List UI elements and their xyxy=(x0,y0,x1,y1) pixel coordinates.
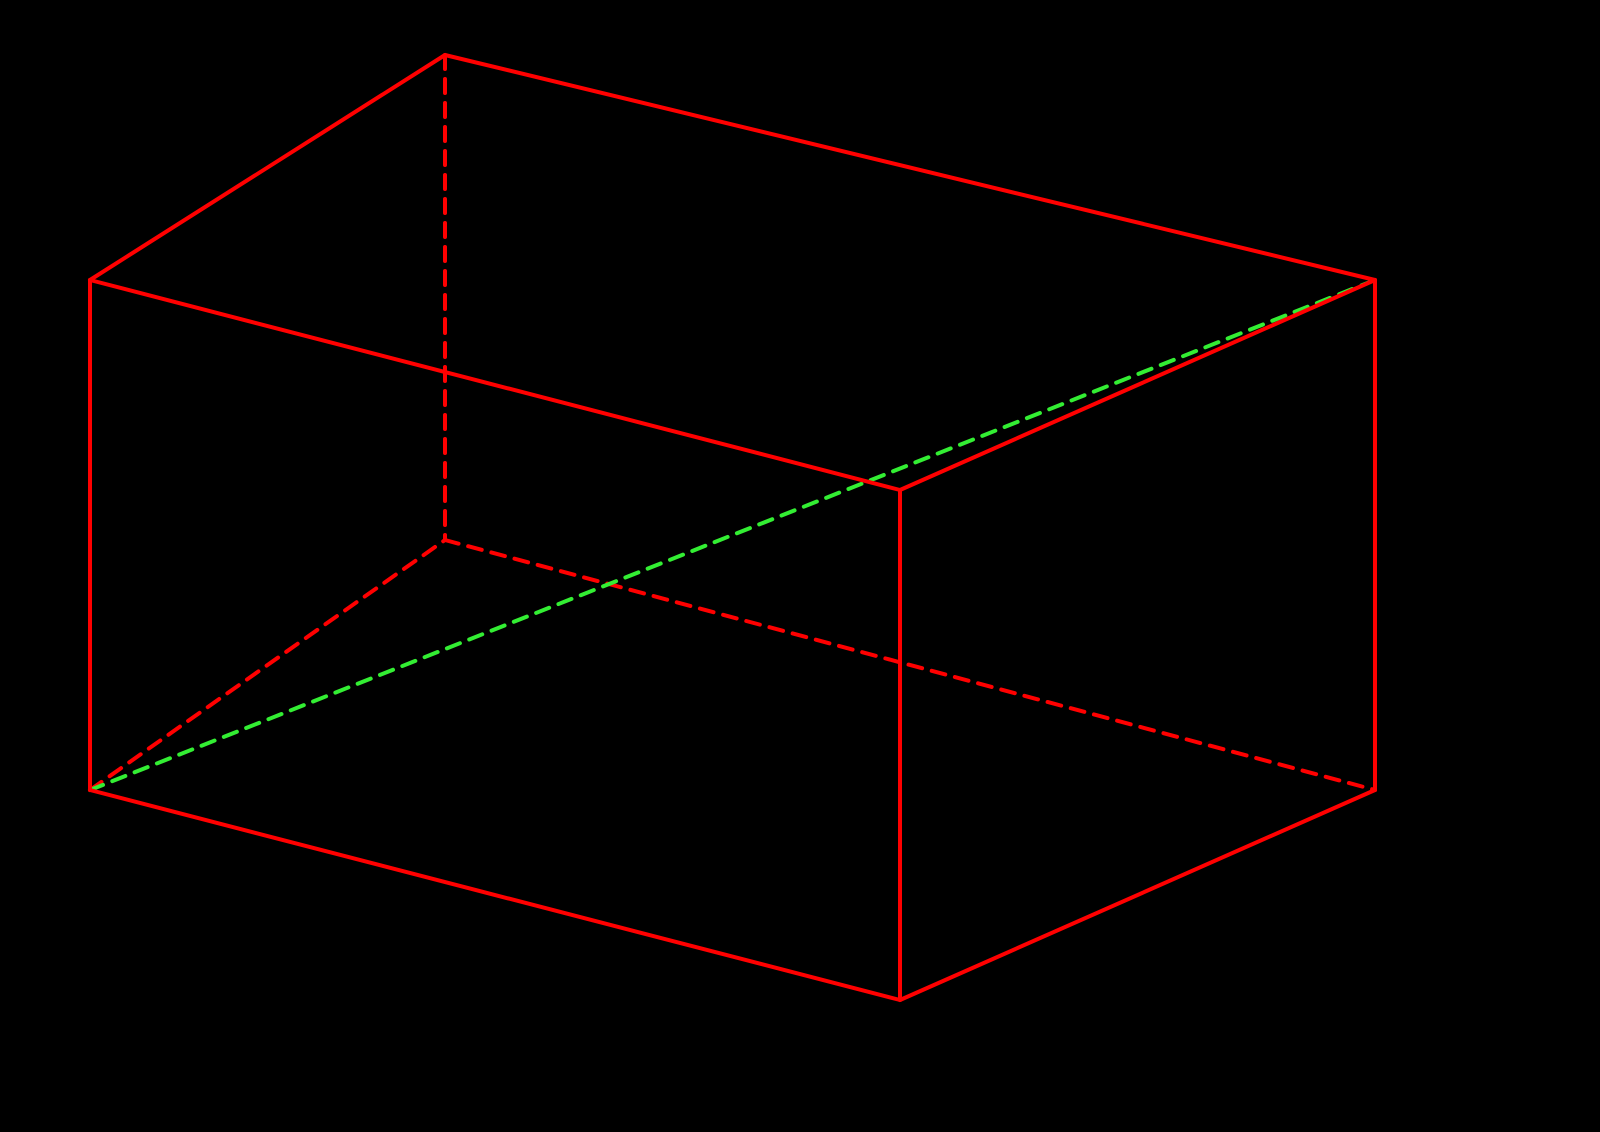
diagram-canvas xyxy=(0,0,1600,1132)
edge xyxy=(90,540,445,790)
edge xyxy=(445,55,1375,280)
edge xyxy=(900,280,1375,490)
edge xyxy=(900,790,1375,1000)
edge xyxy=(90,790,900,1000)
space-diagonal xyxy=(90,280,1375,790)
edge xyxy=(90,280,900,490)
edge xyxy=(445,540,1375,790)
edge xyxy=(90,55,445,280)
wireframe-box-diagram xyxy=(0,0,1600,1132)
